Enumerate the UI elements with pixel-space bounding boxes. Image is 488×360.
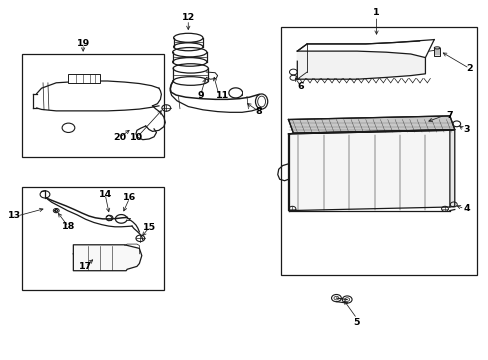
Text: 4: 4 — [463, 204, 469, 213]
Bar — [68, 74, 100, 83]
Bar — [22, 187, 163, 290]
Text: 15: 15 — [142, 223, 155, 232]
Text: 10: 10 — [130, 133, 143, 142]
Bar — [281, 27, 476, 275]
Text: 18: 18 — [61, 222, 75, 231]
Text: 12: 12 — [181, 13, 195, 22]
Text: 8: 8 — [255, 107, 262, 116]
Polygon shape — [288, 116, 454, 133]
Text: 1: 1 — [372, 8, 379, 17]
Bar — [22, 54, 163, 157]
Text: 7: 7 — [446, 111, 452, 120]
Ellipse shape — [433, 47, 439, 49]
Bar — [433, 48, 439, 56]
Polygon shape — [297, 51, 425, 79]
Text: 19: 19 — [76, 39, 90, 48]
Text: 2: 2 — [465, 64, 472, 73]
Polygon shape — [288, 130, 449, 211]
Text: 6: 6 — [297, 82, 304, 91]
Text: 20: 20 — [113, 133, 126, 142]
Text: 5: 5 — [353, 318, 360, 327]
Text: 3: 3 — [463, 125, 469, 134]
Polygon shape — [449, 130, 454, 207]
Text: 17: 17 — [79, 262, 92, 271]
Text: 16: 16 — [122, 194, 136, 202]
Text: 13: 13 — [8, 211, 21, 220]
Text: 9: 9 — [197, 91, 203, 100]
Text: 14: 14 — [98, 190, 112, 199]
Text: 11: 11 — [215, 91, 229, 100]
Polygon shape — [73, 245, 142, 271]
